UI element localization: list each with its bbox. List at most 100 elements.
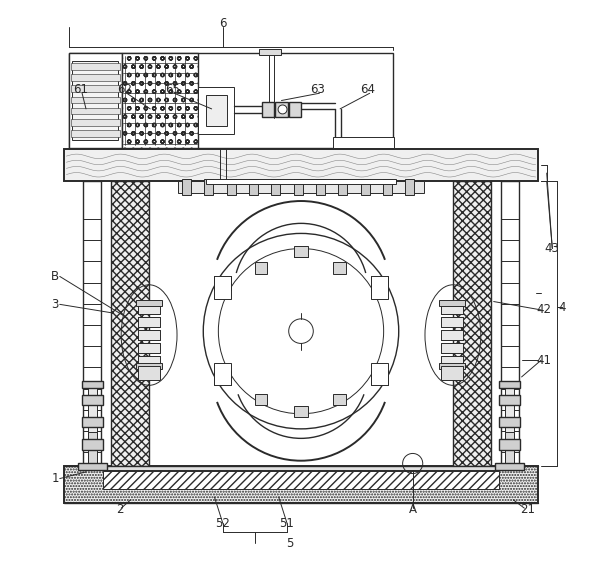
Bar [83, 181, 101, 466]
Bar [275, 102, 288, 117]
Bar [206, 95, 228, 126]
Bar [499, 381, 521, 388]
Bar [88, 387, 96, 466]
Text: 62: 62 [117, 83, 132, 96]
Bar [371, 363, 388, 385]
Bar [71, 85, 120, 92]
Bar [136, 301, 162, 306]
Bar [103, 471, 499, 488]
Bar [71, 108, 120, 114]
Bar [138, 356, 160, 366]
Text: 61: 61 [73, 83, 88, 96]
Bar [453, 181, 491, 466]
Bar [262, 102, 274, 117]
Bar [69, 53, 393, 148]
Bar [81, 381, 103, 388]
Bar [122, 53, 197, 148]
Bar [334, 262, 346, 274]
Bar [122, 53, 197, 148]
Bar [78, 464, 107, 470]
Bar [441, 317, 463, 327]
Bar [255, 394, 267, 405]
Bar [334, 394, 346, 405]
Bar [255, 262, 267, 274]
Bar [71, 119, 120, 126]
Bar [88, 432, 96, 466]
Bar [64, 466, 538, 503]
Bar [499, 395, 521, 405]
Bar [499, 439, 521, 450]
Bar [441, 330, 463, 340]
Bar [71, 74, 120, 81]
Bar [294, 179, 303, 196]
Text: B: B [51, 270, 60, 283]
Bar [441, 343, 463, 353]
Bar [501, 181, 519, 466]
Text: 4: 4 [559, 301, 566, 314]
Bar [439, 363, 465, 368]
Bar [499, 417, 521, 427]
Bar [138, 305, 160, 314]
Bar [506, 432, 514, 466]
Text: 51: 51 [279, 517, 294, 530]
Circle shape [278, 105, 287, 114]
Bar [182, 179, 191, 196]
Bar [69, 53, 122, 148]
Bar [138, 317, 160, 327]
Bar [111, 181, 149, 466]
Circle shape [289, 319, 313, 343]
Bar [205, 179, 213, 196]
Bar [206, 179, 396, 184]
Bar [81, 395, 103, 405]
Bar [439, 301, 465, 306]
Bar [249, 179, 258, 196]
Bar [103, 466, 499, 470]
Bar [294, 406, 308, 417]
Bar [495, 464, 524, 470]
Bar [138, 330, 160, 340]
Bar [214, 276, 231, 299]
Bar [227, 179, 235, 196]
Text: 41: 41 [536, 354, 551, 367]
Bar [316, 179, 325, 196]
Bar [138, 343, 160, 353]
Bar [506, 387, 514, 466]
Text: 43: 43 [545, 242, 560, 255]
Text: 1: 1 [52, 472, 59, 485]
Bar [178, 182, 424, 193]
Bar [371, 276, 388, 299]
Bar [294, 246, 308, 257]
Bar [71, 130, 120, 137]
Bar [361, 179, 370, 196]
Bar [289, 102, 301, 117]
Text: 42: 42 [536, 303, 551, 316]
Bar [441, 356, 463, 366]
Bar [138, 366, 160, 380]
Text: 65: 65 [165, 83, 180, 96]
Text: 5: 5 [286, 537, 294, 550]
Bar [338, 179, 347, 196]
Bar [259, 49, 282, 55]
Bar [383, 179, 392, 196]
Bar [272, 179, 281, 196]
Text: 2: 2 [116, 503, 123, 516]
Text: A: A [409, 503, 417, 516]
Bar [64, 149, 538, 182]
Bar [136, 363, 162, 368]
Bar [72, 61, 118, 140]
Text: 3: 3 [52, 298, 59, 311]
Bar [441, 366, 463, 380]
Bar [81, 417, 103, 427]
Text: 64: 64 [361, 83, 376, 96]
Text: 21: 21 [520, 503, 535, 516]
Text: 6: 6 [219, 17, 226, 30]
Bar [214, 363, 231, 385]
Bar [405, 179, 414, 196]
Bar [81, 439, 103, 450]
Bar [334, 137, 394, 148]
Bar [71, 96, 120, 103]
Text: 63: 63 [310, 83, 325, 96]
Text: 52: 52 [216, 517, 230, 530]
Bar [441, 305, 463, 314]
Bar [197, 86, 234, 134]
